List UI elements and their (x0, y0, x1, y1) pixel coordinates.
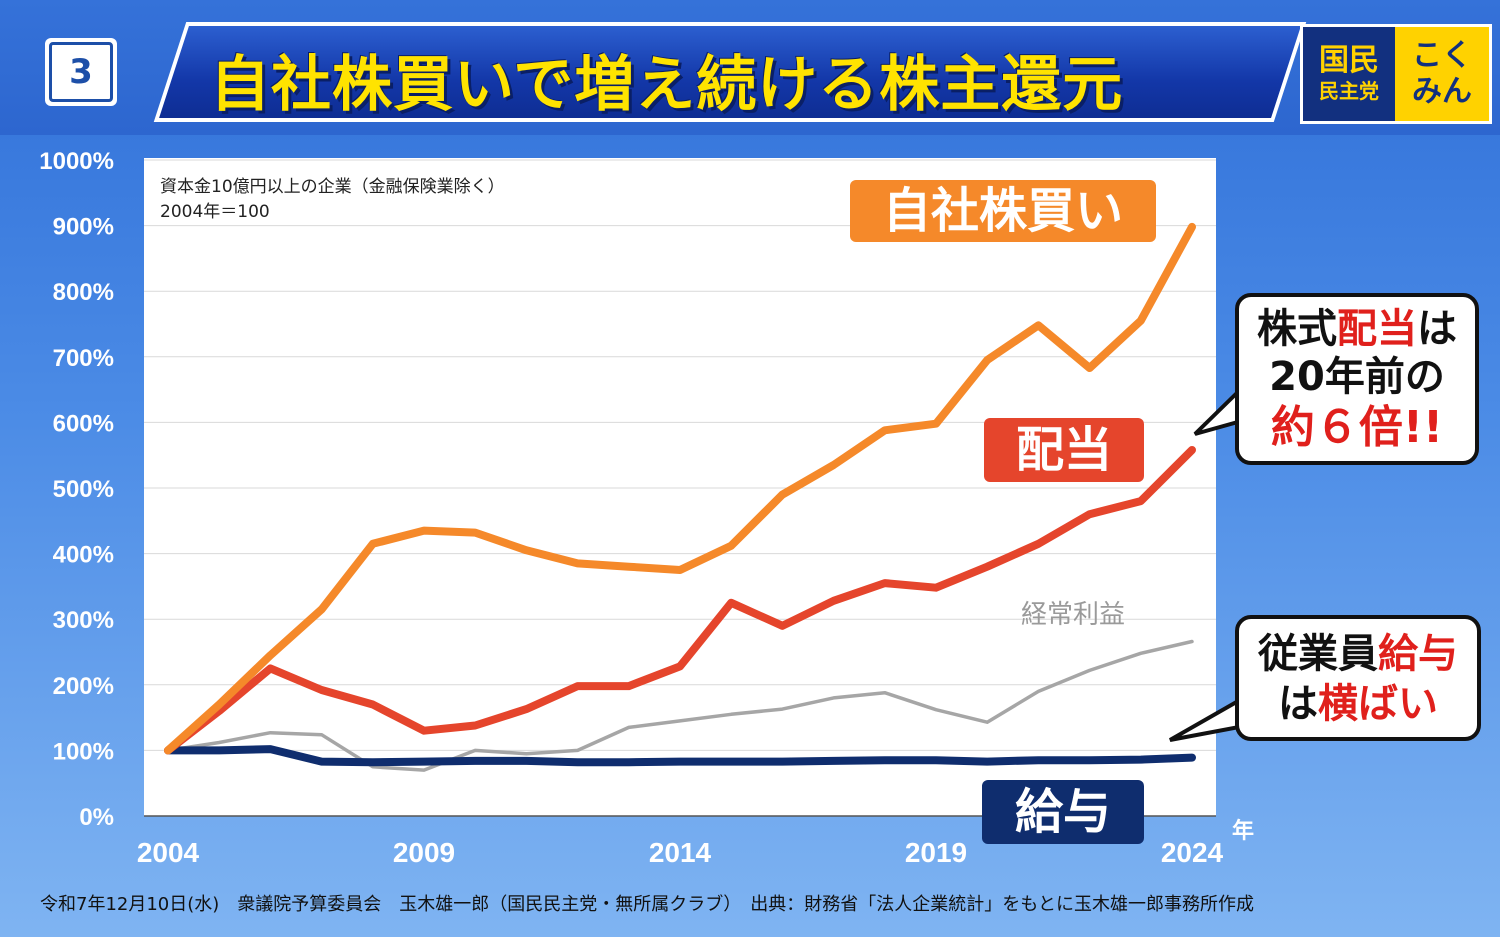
chip-salary-label: 給与 (1014, 784, 1111, 840)
x-tick-label-2014: 2014 (649, 837, 712, 868)
dividend-callout-line1: 株式配当は (1239, 305, 1475, 353)
x-tick-label-2019: 2019 (905, 837, 967, 868)
series-line-ordinary_profit (166, 639, 1194, 772)
logo-text-min: みん (1412, 74, 1472, 109)
x-tick-label-2004: 2004 (137, 837, 200, 868)
x-tick-label-2009: 2009 (393, 837, 455, 868)
page-title: 自社株買いで増え続ける株主還元 (210, 50, 1124, 120)
series-label-ordinary-profit: 経常利益 (1021, 600, 1125, 630)
footer-source: 令和7年12月10日(水) 衆議院予算委員会 玉木雄一郎（国民民主党・無所属クラ… (40, 894, 1254, 915)
y-tick-label-1: 100% (53, 738, 114, 765)
slide-number: 3 (49, 42, 113, 102)
dividend-callout-kabushiki: 株式 (1257, 306, 1337, 352)
series-line-buyback (164, 222, 1196, 755)
y-tick-label-7: 700% (53, 345, 114, 372)
salary-callout-jugyoin: 従業員 (1258, 631, 1378, 677)
logo-right: こく みん (1395, 27, 1489, 121)
y-tick-label-0: 0% (79, 804, 114, 831)
dividend-callout-haito: 配当 (1337, 306, 1417, 352)
chip-salary: 給与 (982, 780, 1144, 844)
chip-dividend-label: 配当 (1015, 422, 1112, 478)
y-tick-label-5: 500% (53, 476, 114, 503)
y-tick-label-10: 1000% (39, 148, 114, 175)
y-tick-label-9: 900% (53, 214, 114, 241)
chart-note-line2: 2004年＝100 (160, 202, 270, 222)
logo-left: 国民 民主党 (1303, 27, 1395, 121)
dividend-callout-line2: 20年前の (1269, 354, 1445, 400)
chip-buyback-label: 自社株買い (882, 183, 1123, 239)
y-tick-label-3: 300% (53, 607, 114, 634)
dividend-callout-line3: 約６倍!! (1270, 402, 1444, 453)
logo-text-minshuto: 民主党 (1319, 79, 1379, 103)
x-tick-label-2024: 2024 (1161, 837, 1224, 868)
salary-callout-wa: は (1278, 681, 1318, 727)
party-logo: 国民 民主党 こく みん (1300, 24, 1492, 124)
y-tick-label-8: 800% (53, 279, 114, 306)
salary-callout-line2: は横ばい (1239, 679, 1477, 729)
logo-text-kokumin: 国民 (1319, 43, 1379, 78)
chip-buyback: 自社株買い (850, 180, 1156, 242)
logo-text-koku: こく (1412, 38, 1472, 73)
dividend-callout: 株式配当は 20年前の 約６倍!! (1235, 293, 1479, 465)
chip-dividend: 配当 (984, 418, 1144, 482)
chart-note-line1: 資本金10億円以上の企業（金融保険業除く） (160, 177, 505, 197)
salary-callout-kyuyo: 給与 (1378, 631, 1458, 677)
series-line-salary (164, 745, 1196, 767)
y-tick-label-2: 200% (53, 673, 114, 700)
salary-callout: 従業員給与 は横ばい (1235, 615, 1481, 741)
y-tick-label-4: 400% (53, 542, 114, 569)
dividend-callout-wa: は (1417, 306, 1457, 352)
chart-plot-background (144, 158, 1216, 816)
y-tick-label-6: 600% (53, 410, 114, 437)
slide-number-badge: 3 (45, 38, 117, 106)
salary-callout-line1: 従業員給与 (1239, 629, 1477, 679)
salary-callout-yokobai: 横ばい (1318, 681, 1438, 727)
series-line-dividend (164, 446, 1196, 755)
x-axis-unit: 年 (1232, 818, 1254, 844)
